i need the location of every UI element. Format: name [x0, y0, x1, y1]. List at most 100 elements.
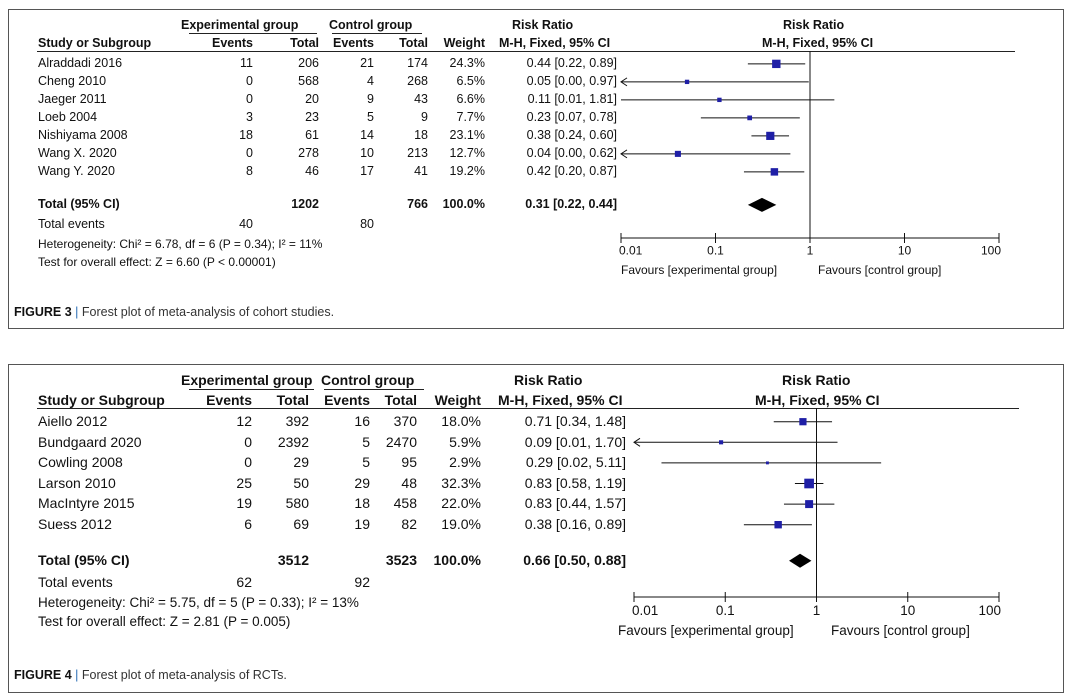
ci-arrow: [620, 77, 628, 87]
exp-events: 3: [246, 110, 253, 124]
study-weight: 7.7%: [456, 110, 486, 124]
header-study: Study or Subgroup: [38, 36, 152, 50]
forest-plot-graphic: 0.01 0.1 1 10 100: [619, 51, 1001, 258]
exp-total: 2392: [277, 433, 309, 450]
ctrl-total: 82: [401, 516, 417, 532]
point-estimate-marker: [747, 115, 753, 121]
exp-total: 69: [293, 516, 309, 532]
study-weight: 24.3%: [449, 56, 485, 70]
point-estimate-marker: [717, 97, 722, 103]
total-events-ctrl: 80: [360, 217, 374, 231]
point-estimate-marker: [805, 500, 814, 509]
overall-effect-text: Test for overall effect: Z = 2.81 (P = 0…: [38, 614, 291, 629]
exp-events: 0: [246, 146, 253, 160]
figure-label: FIGURE 4: [14, 668, 72, 682]
study-name: Aiello 2012: [38, 413, 108, 429]
header-experimental-group: Experimental group: [181, 372, 313, 388]
caption-separator: |: [75, 305, 79, 319]
point-estimate-marker: [684, 79, 690, 85]
axis-tick-label: 1: [807, 244, 814, 258]
ctrl-events: 10: [360, 146, 374, 160]
figure-label: FIGURE 3: [14, 305, 72, 319]
ctrl-events: 5: [362, 454, 370, 471]
header-ctrl-total: Total: [399, 36, 428, 50]
exp-total: 20: [305, 92, 319, 106]
study-weight: 6.6%: [456, 92, 486, 106]
point-estimate-marker: [674, 150, 681, 157]
study-weight: 2.9%: [449, 454, 481, 471]
ctrl-total: 9: [421, 110, 428, 124]
exp-total: 46: [305, 164, 319, 178]
study-ci: 0.09 [0.01, 1.70]: [524, 433, 626, 450]
favours-experimental-label: Favours [experimental group]: [621, 263, 778, 277]
axis-tick-label: 0.01: [632, 603, 658, 618]
exp-events: 0: [244, 433, 252, 450]
header-rule: [37, 408, 1019, 409]
ctrl-events: 5: [362, 433, 370, 450]
caption-text: Forest plot of meta-analysis of RCTs.: [81, 668, 287, 682]
header-ctrl-events: Events: [324, 392, 370, 408]
exp-events: 11: [240, 56, 253, 70]
study-weight: 18.0%: [441, 413, 481, 429]
header-weight: Weight: [434, 392, 481, 408]
exp-events: 25: [236, 474, 252, 491]
heterogeneity-text: Heterogeneity: Chi² = 6.78, df = 6 (P = …: [38, 237, 323, 251]
ctrl-total: 95: [401, 454, 417, 471]
ctrl-events: 17: [360, 164, 374, 178]
point-estimate-marker: [772, 59, 781, 69]
ctrl-events: 4: [367, 74, 374, 88]
header-rr-method: M-H, Fixed, 95% CI: [498, 392, 623, 408]
header-risk-ratio: Risk Ratio: [512, 18, 574, 32]
axis-tick-label: 0.1: [716, 603, 735, 618]
study-ci: 0.05 [0.00, 0.97]: [526, 74, 617, 88]
study-weight: 12.7%: [449, 146, 485, 160]
study-name: Alraddadi 2016: [38, 56, 123, 70]
exp-total: 580: [285, 495, 309, 512]
forest-plot-figure-4: Experimental group Control group Risk Ra…: [8, 364, 1064, 693]
study-name: Suess 2012: [38, 516, 112, 532]
header-exp-events: Events: [206, 392, 252, 408]
exp-total: 29: [293, 454, 309, 471]
header-experimental-group: Experimental group: [181, 18, 299, 32]
total-events-exp: 62: [236, 574, 252, 590]
header-exp-total: Total: [276, 392, 309, 408]
header-plot-method: M-H, Fixed, 95% CI: [762, 36, 874, 50]
control-group-underline: [332, 33, 422, 34]
ci-arrow: [620, 149, 628, 159]
exp-total: 568: [298, 74, 319, 88]
total-label: Total (95% CI): [38, 197, 120, 211]
total-events-label: Total events: [38, 574, 113, 590]
header-exp-events: Events: [212, 36, 253, 50]
study-weight: 22.0%: [441, 495, 481, 512]
pooled-diamond: [789, 553, 812, 568]
axis-tick-label: 100: [978, 603, 1001, 618]
exp-events: 0: [246, 74, 253, 88]
ctrl-total: 18: [414, 128, 428, 142]
study-ci: 0.38 [0.24, 0.60]: [526, 128, 617, 142]
exp-total: 50: [293, 474, 309, 491]
header-weight: Weight: [443, 36, 485, 50]
ci-arrow: [633, 437, 641, 447]
header-ctrl-events: Events: [333, 36, 374, 50]
exp-events: 0: [244, 454, 252, 471]
exp-events: 6: [244, 516, 252, 532]
study-ci: 0.71 [0.34, 1.48]: [524, 413, 626, 429]
study-ci: 0.83 [0.58, 1.19]: [524, 474, 626, 491]
exp-events: 8: [246, 164, 253, 178]
header-risk-ratio-plot: Risk Ratio: [782, 372, 851, 388]
total-exp: 1202: [291, 197, 319, 211]
study-weight: 32.3%: [441, 474, 481, 491]
study-ci: 0.83 [0.44, 1.57]: [524, 495, 626, 512]
study-ci: 0.42 [0.20, 0.87]: [526, 164, 617, 178]
total-ci: 0.66 [0.50, 0.88]: [523, 552, 626, 568]
ctrl-total: 41: [414, 164, 428, 178]
header-risk-ratio-plot: Risk Ratio: [783, 18, 845, 32]
header-risk-ratio: Risk Ratio: [514, 372, 583, 388]
exp-total: 392: [285, 413, 309, 429]
total-ctrl: 3523: [385, 552, 417, 568]
axis-tick-label: 0.1: [707, 244, 724, 258]
exp-total: 206: [298, 56, 319, 70]
ctrl-total: 48: [401, 474, 417, 491]
header-exp-total: Total: [290, 36, 319, 50]
point-estimate-marker: [765, 461, 769, 465]
